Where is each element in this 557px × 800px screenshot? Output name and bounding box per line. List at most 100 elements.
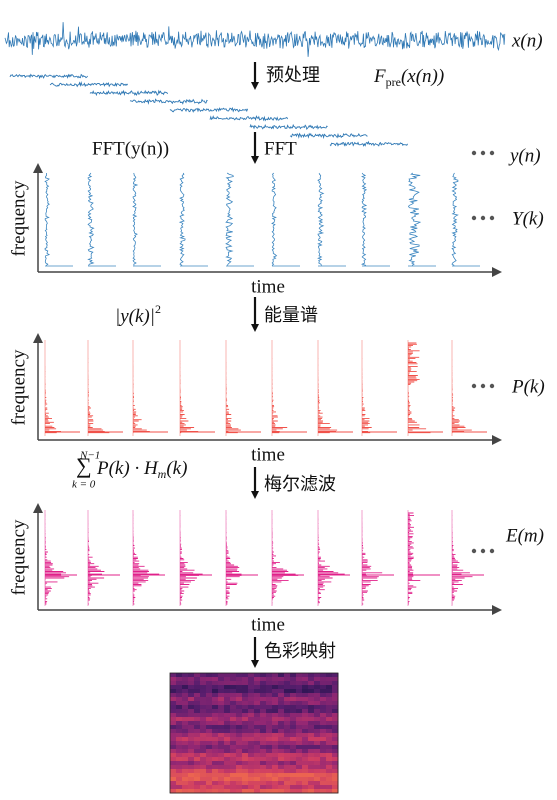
spectrogram-cell [290, 765, 297, 770]
spectrogram-cell [320, 709, 327, 714]
spectrogram-cell [320, 765, 327, 770]
spectrogram-cell [230, 733, 237, 738]
spectrogram-cell [278, 761, 285, 766]
spectrogram-cell [230, 753, 237, 758]
spectrogram-cell [182, 725, 189, 730]
frame [9, 73, 88, 80]
spectrogram-cell [278, 781, 285, 786]
ellipsis-dot [489, 215, 495, 221]
spectrogram-cell [272, 773, 279, 778]
spectrogram-cell [296, 741, 303, 746]
spectrogram-cell [176, 753, 183, 758]
spectrogram-cell [314, 733, 321, 738]
spectrogram-cell [188, 737, 195, 742]
spectrogram-cell [212, 701, 219, 706]
spectrogram-cell [218, 785, 225, 790]
spectrogram-cell [212, 785, 219, 790]
spectrogram-cell [260, 737, 267, 742]
spectrogram-cell [182, 681, 189, 686]
spectrogram-cell [254, 733, 261, 738]
spectrogram-cell [302, 761, 309, 766]
spectrogram-cell [332, 717, 339, 722]
spectrogram-cell [248, 757, 255, 762]
spectrogram-cell [236, 741, 243, 746]
spectrogram-cell [284, 737, 291, 742]
spectrogram-cell [326, 749, 333, 754]
spectrogram-cell [248, 761, 255, 766]
spectrogram-cell [188, 689, 195, 694]
spectrogram-cell [182, 745, 189, 750]
spectrogram-cell [296, 693, 303, 698]
spectrogram-cell [230, 677, 237, 682]
y-arrowhead [33, 503, 43, 513]
spectrogram-cell [170, 761, 177, 766]
spectrogram-cell [332, 701, 339, 706]
spectrogram-cell [272, 729, 279, 734]
spectrogram-cell [212, 705, 219, 710]
spectrogram-cell [254, 769, 261, 774]
spectrogram-cell [254, 677, 261, 682]
spectrogram-cell [326, 773, 333, 778]
frame [89, 89, 168, 97]
text: (x(n)) [401, 66, 444, 87]
spectrogram-cell [248, 729, 255, 734]
spectrogram-cell [188, 753, 195, 758]
spectrogram-cell [296, 733, 303, 738]
spectrogram-cell [302, 721, 309, 726]
spectrogram-cell [254, 721, 261, 726]
spectrogram-cell [248, 685, 255, 690]
spectrogram-cell [332, 777, 339, 782]
spectrogram-cell [176, 721, 183, 726]
spectrogram-cell [200, 749, 207, 754]
spectrogram-cell [326, 673, 333, 678]
spectrogram-cell [236, 785, 243, 790]
spectrogram-cell [254, 737, 261, 742]
spectrogram-cell [260, 777, 267, 782]
ellipsis-dot [489, 150, 495, 156]
spectrogram-cell [182, 709, 189, 714]
spectrogram-cell [254, 697, 261, 702]
spectrogram-cell [224, 781, 231, 786]
spectrogram-cell [254, 717, 261, 722]
spectrogram-cell [290, 761, 297, 766]
spectrogram-cell [182, 693, 189, 698]
spectrum [180, 360, 215, 434]
spectrogram-cell [218, 681, 225, 686]
spectrogram-cell [260, 713, 267, 718]
frame [209, 115, 288, 122]
spectrogram-cell [284, 681, 291, 686]
spectrogram-cell [314, 749, 321, 754]
spectrogram-cell [266, 693, 273, 698]
spectrogram-cell [248, 781, 255, 786]
spectrogram-cell [326, 785, 333, 790]
spectrogram-cell [200, 777, 207, 782]
spectrogram-cell [266, 733, 273, 738]
spectrogram-cell [308, 693, 315, 698]
spectrogram-cell [278, 709, 285, 714]
spectrogram-cell [320, 769, 327, 774]
spectrogram-cell [266, 737, 273, 742]
spectrogram-cell [170, 693, 177, 698]
spectrogram-cell [302, 765, 309, 770]
spectrogram-cell [254, 705, 261, 710]
spectrogram-cell [224, 753, 231, 758]
spectrogram-cell [296, 689, 303, 694]
spectrogram-cell [200, 725, 207, 730]
spectrogram-cell [212, 721, 219, 726]
spectrogram-cell [218, 773, 225, 778]
spectrogram-cell [230, 681, 237, 686]
spectrogram-cell [236, 745, 243, 750]
spectrogram-cell [212, 685, 219, 690]
ellipsis-dot [480, 215, 486, 221]
spectrogram-cell [182, 769, 189, 774]
spectrogram-cell [296, 769, 303, 774]
spectrogram-cell [218, 757, 225, 762]
spectrogram-cell [308, 733, 315, 738]
x-axis-label: time [251, 614, 285, 635]
spectrogram-cell [332, 677, 339, 682]
spectrogram-cell [170, 717, 177, 722]
spectrogram-cell [230, 785, 237, 790]
spectrogram-cell [176, 677, 183, 682]
spectrogram-cell [242, 757, 249, 762]
spectrogram-cell [260, 693, 267, 698]
